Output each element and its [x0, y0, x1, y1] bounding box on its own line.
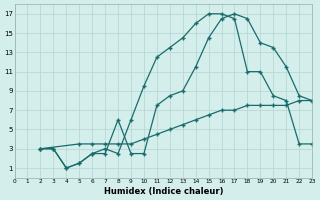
X-axis label: Humidex (Indice chaleur): Humidex (Indice chaleur): [104, 187, 223, 196]
